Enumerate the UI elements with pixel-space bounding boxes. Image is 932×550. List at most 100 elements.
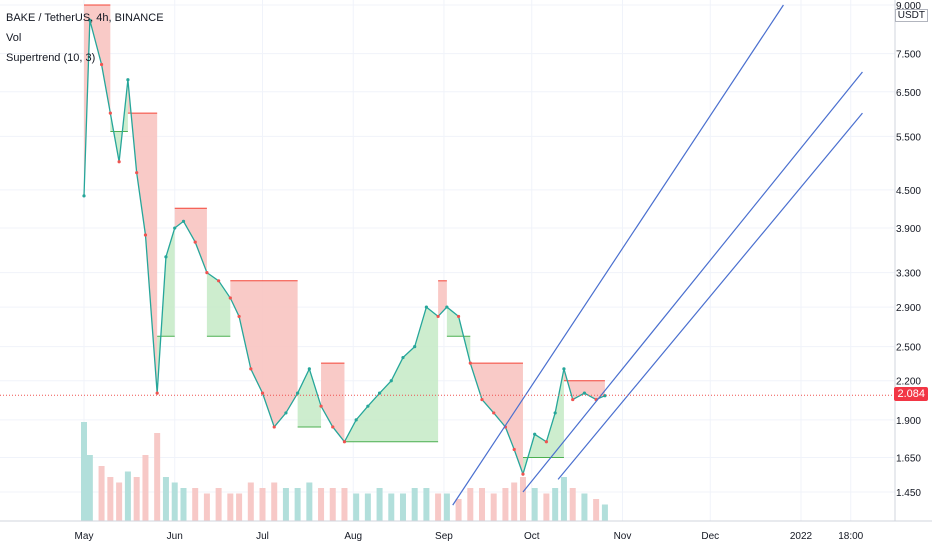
volume-bar-2 xyxy=(98,466,105,521)
price-point-24 xyxy=(331,425,335,429)
price-point-34 xyxy=(445,305,449,309)
volume-bar-24 xyxy=(329,488,336,521)
price-point-46 xyxy=(571,397,575,402)
price-point-37 xyxy=(480,397,484,402)
volume-bar-18 xyxy=(259,488,266,521)
volume-bar-8 xyxy=(154,433,161,521)
price-point-28 xyxy=(377,391,382,395)
volume-bar-10 xyxy=(171,482,178,521)
supertrend-fill-11 xyxy=(446,307,471,364)
volume-bar-36 xyxy=(467,488,474,521)
volume-bar-7 xyxy=(142,455,149,521)
supertrend-fill-9 xyxy=(344,307,439,442)
time-tick-label-8: 2022 xyxy=(790,531,813,542)
volume-bar-29 xyxy=(388,493,395,521)
price-point-41 xyxy=(521,472,525,476)
price-point-8 xyxy=(155,391,159,395)
price-point-49 xyxy=(603,394,607,398)
volume-bar-30 xyxy=(399,493,406,521)
time-tick-label-7: Dec xyxy=(701,531,719,542)
price-point-40 xyxy=(512,447,516,452)
price-point-44 xyxy=(553,411,557,415)
supertrend-fill-8 xyxy=(321,363,345,442)
supertrend-fill-0 xyxy=(84,5,111,196)
price-point-3 xyxy=(108,111,112,115)
volume-bar-47 xyxy=(581,493,588,521)
volume-bar-4 xyxy=(116,482,123,521)
price-tick-label-10: 1.900 xyxy=(896,416,921,427)
volume-bar-5 xyxy=(124,471,131,521)
price-point-27 xyxy=(366,404,370,408)
volume-bar-20 xyxy=(282,488,289,521)
price-point-11 xyxy=(181,219,186,223)
volume-bar-33 xyxy=(435,493,442,521)
supertrend-fill-1 xyxy=(110,79,128,162)
price-tick-label-2: 6.500 xyxy=(896,88,921,99)
price-point-13 xyxy=(205,271,209,275)
price-point-35 xyxy=(456,314,461,319)
volume-bar-34 xyxy=(443,493,450,521)
price-tick-label-12: 1.450 xyxy=(896,488,921,499)
price-point-20 xyxy=(284,411,288,415)
supertrend-fill-4 xyxy=(174,208,207,273)
price-point-47 xyxy=(582,391,587,395)
volume-bar-13 xyxy=(203,493,210,521)
volume-bar-32 xyxy=(423,488,430,521)
trendline-2 xyxy=(557,112,863,480)
volume-bar-15 xyxy=(227,493,234,521)
price-point-5 xyxy=(126,78,130,82)
trendline-1 xyxy=(522,71,863,493)
price-point-42 xyxy=(533,432,537,436)
volume-bar-25 xyxy=(341,488,348,521)
price-point-36 xyxy=(468,361,472,365)
time-tick-label-2: Jul xyxy=(256,531,269,542)
price-point-38 xyxy=(492,411,496,415)
trendline-0 xyxy=(452,4,784,506)
price-point-32 xyxy=(424,305,428,309)
price-tick-label-7: 2.900 xyxy=(896,303,921,314)
supertrend-fill-10 xyxy=(438,280,447,317)
price-point-18 xyxy=(260,391,265,395)
volume-bar-3 xyxy=(107,477,114,521)
volume-bar-44 xyxy=(552,488,559,521)
price-point-26 xyxy=(354,418,358,422)
supertrend-fill-6 xyxy=(230,280,298,427)
price-point-29 xyxy=(389,379,393,383)
price-tick-label-1: 7.500 xyxy=(896,50,921,61)
volume-bar-46 xyxy=(569,488,576,521)
price-point-25 xyxy=(342,440,347,444)
volume-bar-43 xyxy=(543,493,550,521)
volume-bar-14 xyxy=(215,488,222,521)
time-tick-label-9: 18:00 xyxy=(838,531,863,542)
price-point-6 xyxy=(135,171,139,175)
price-series-line xyxy=(83,20,606,477)
time-tick-label-6: Nov xyxy=(614,531,632,542)
supertrend-fill-12 xyxy=(470,363,523,475)
price-tick-label-8: 2.500 xyxy=(896,343,921,354)
volume-bar-6 xyxy=(133,477,140,521)
price-unit-badge[interactable]: USDT xyxy=(894,9,928,22)
volume-bar-48 xyxy=(593,499,600,521)
legend-supertrend: Supertrend (10, 3) xyxy=(6,52,96,64)
legend-vol: Vol xyxy=(6,32,22,44)
volume-bar-11 xyxy=(180,488,187,521)
price-point-12 xyxy=(193,240,197,244)
volume-bar-12 xyxy=(192,488,199,521)
time-tick-label-5: Oct xyxy=(524,531,540,542)
volume-bar-17 xyxy=(247,482,254,521)
volume-bar-37 xyxy=(479,488,485,521)
volume-bar-22 xyxy=(306,482,313,521)
volume-bar-35 xyxy=(455,499,462,521)
price-point-16 xyxy=(237,314,241,319)
price-tick-label-6: 3.300 xyxy=(896,269,921,280)
price-point-2 xyxy=(99,62,104,67)
price-tick-label-4: 4.500 xyxy=(896,186,921,197)
volume-bar-0 xyxy=(81,422,87,521)
time-tick-label-4: Sep xyxy=(435,531,453,542)
volume-bar-41 xyxy=(519,477,526,521)
legend-symbol: BAKE / TetherUS, 4h, BINANCE xyxy=(6,12,164,24)
price-point-15 xyxy=(228,296,232,300)
supertrend-fill-13 xyxy=(522,368,564,475)
price-point-10 xyxy=(173,226,177,230)
